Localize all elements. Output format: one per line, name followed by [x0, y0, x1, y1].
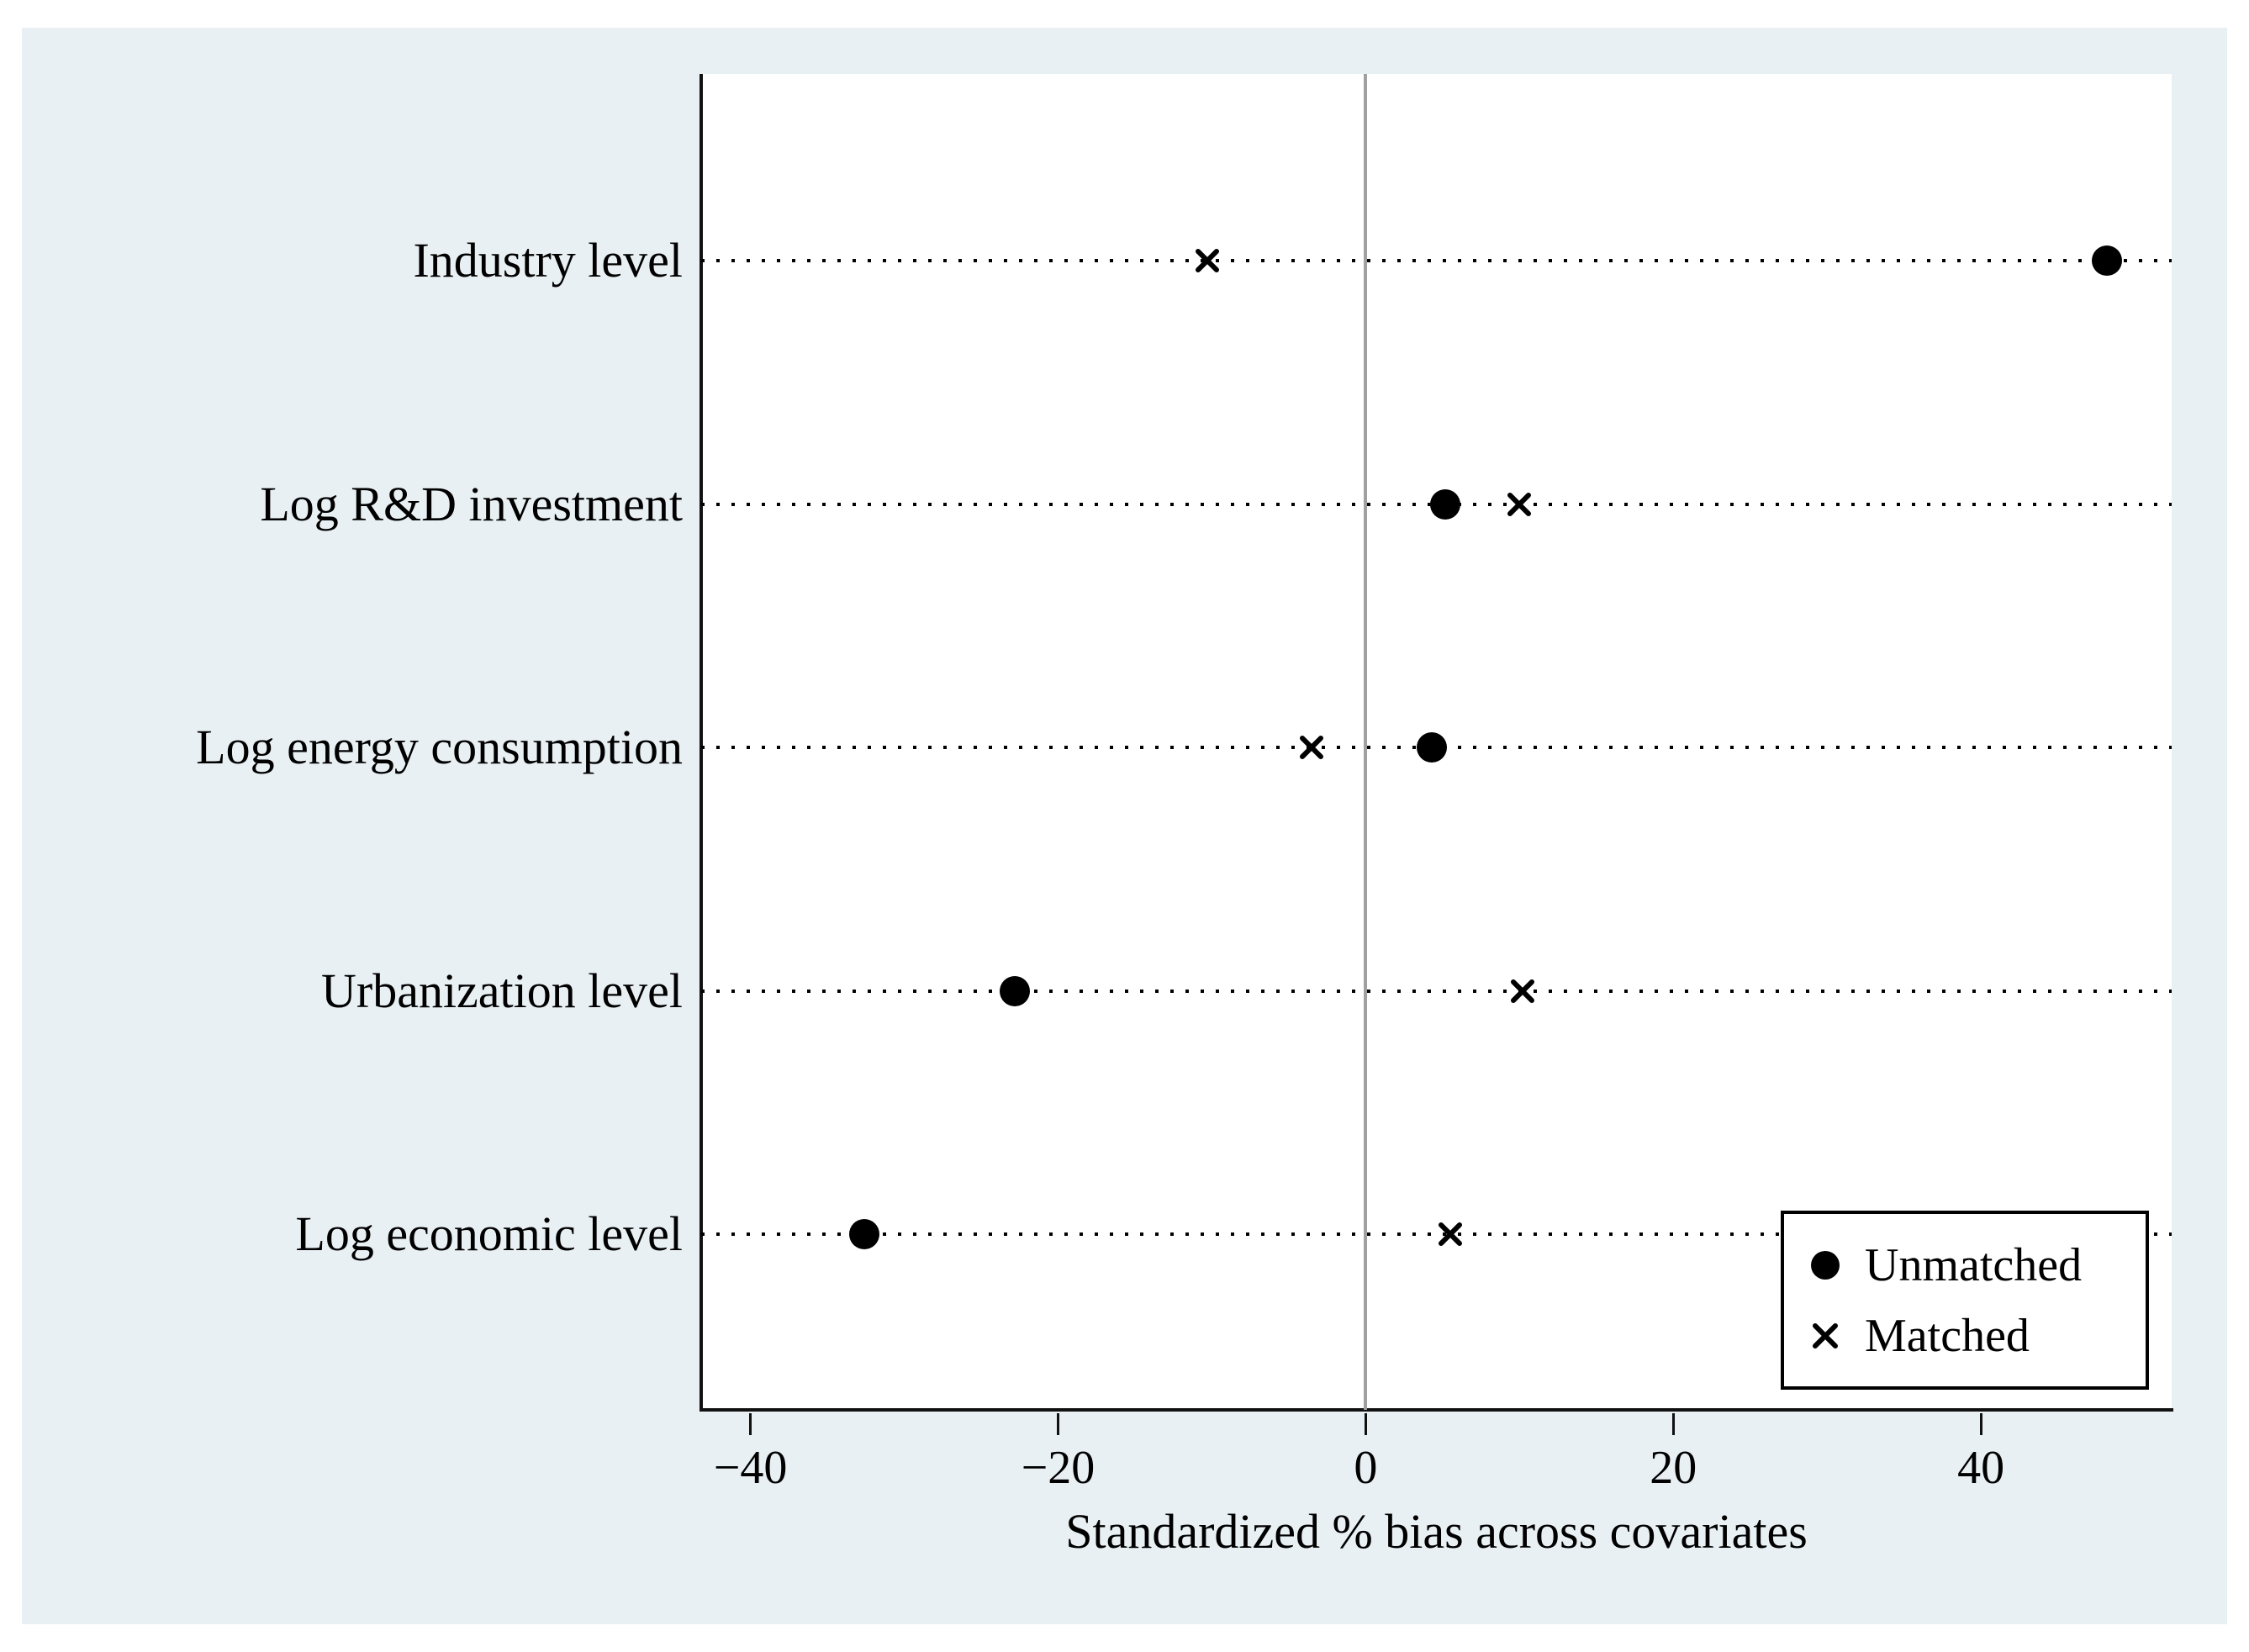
y-category-label: Industry level [413, 233, 683, 288]
x-tick-label: 40 [1957, 1442, 2005, 1494]
matched-point [1438, 1222, 1462, 1246]
y-axis-line [700, 74, 703, 1410]
x-tick-label: −40 [713, 1442, 788, 1494]
x-tick-label: 20 [1650, 1442, 1697, 1494]
legend-label-unmatched: Unmatched [1865, 1238, 2083, 1291]
zero-reference-line [1364, 74, 1368, 1410]
y-category-label: Log economic level [295, 1206, 683, 1261]
x-tick-mark [1671, 1413, 1675, 1435]
unmatched-point [2092, 245, 2123, 276]
unmatched-point [848, 1219, 879, 1249]
x-tick-mark [1979, 1413, 1982, 1435]
legend-entry-unmatched: Unmatched [1806, 1238, 2146, 1292]
x-tick-mark [1056, 1413, 1059, 1435]
legend-entry-matched: Matched [1806, 1309, 2146, 1363]
category-grid-line [701, 989, 2172, 993]
y-category-label: Urbanization level [321, 963, 683, 1018]
unmatched-point [1417, 732, 1447, 763]
unmatched-circle-icon [1806, 1250, 1845, 1280]
matched-point [1300, 736, 1324, 759]
x-tick-label: −20 [1021, 1442, 1095, 1494]
category-grid-line [701, 1232, 2172, 1236]
matched-point [1507, 492, 1532, 516]
x-tick-mark [1364, 1413, 1367, 1435]
matched-x-icon [1806, 1322, 1845, 1349]
category-grid-line [701, 259, 2172, 262]
legend: Unmatched Matched [1781, 1211, 2149, 1390]
matched-point [1510, 979, 1534, 1003]
y-category-label: Log energy consumption [196, 720, 683, 774]
legend-label-matched: Matched [1865, 1309, 2030, 1362]
unmatched-point [1430, 488, 1461, 520]
x-axis-line [700, 1408, 2173, 1412]
x-tick-label: 0 [1354, 1442, 1378, 1494]
x-tick-mark [749, 1413, 752, 1435]
y-category-label: Log R&D investment [260, 476, 683, 531]
unmatched-point [1000, 975, 1031, 1006]
x-axis-title: Standardized % bias across covariates [1065, 1504, 1808, 1559]
matched-point [1195, 249, 1219, 272]
